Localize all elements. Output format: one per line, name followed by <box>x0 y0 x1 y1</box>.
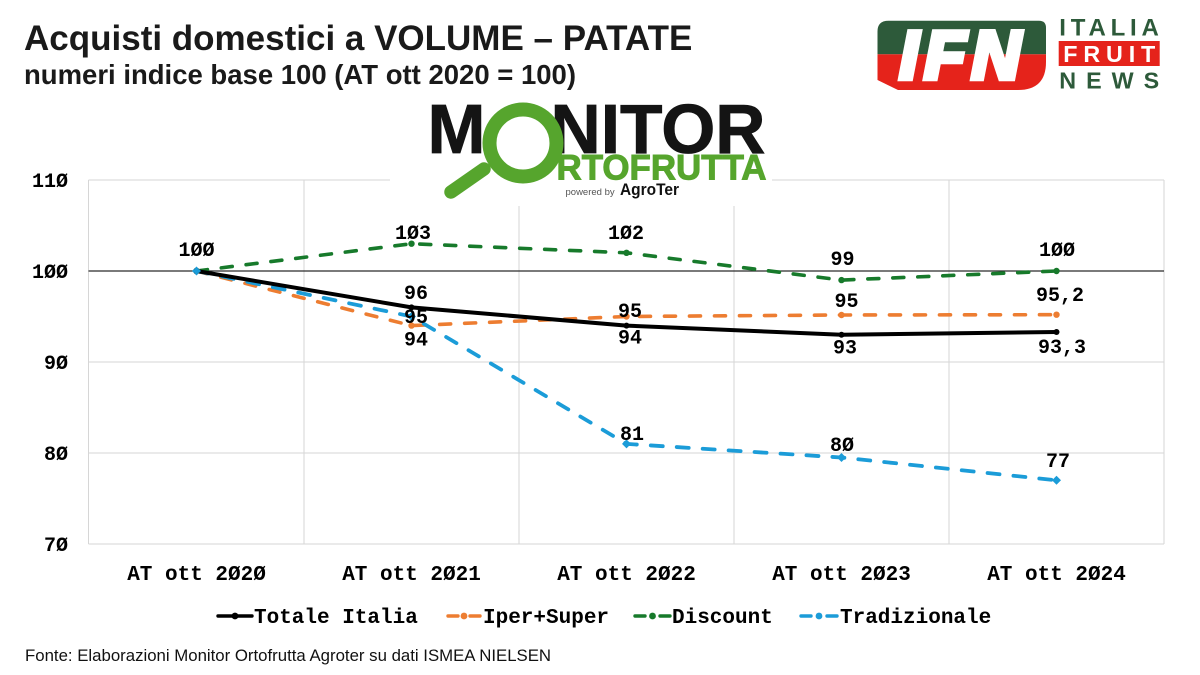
svg-text:9Ø: 9Ø <box>44 353 68 376</box>
svg-text:1ØØ: 1ØØ <box>178 240 214 263</box>
svg-text:Discount: Discount <box>672 607 773 630</box>
svg-text:95: 95 <box>404 307 428 330</box>
svg-text:96: 96 <box>404 283 428 306</box>
svg-text:Tradizionale: Tradizionale <box>840 607 991 630</box>
svg-text:94: 94 <box>404 330 428 353</box>
svg-text:8Ø: 8Ø <box>44 444 68 467</box>
svg-text:M: M <box>428 96 486 168</box>
svg-text:AgroTer: AgroTer <box>620 181 680 199</box>
svg-text:93,3: 93,3 <box>1038 337 1086 360</box>
svg-text:1Ø3: 1Ø3 <box>395 223 431 246</box>
svg-text:AT ott 2Ø2Ø: AT ott 2Ø2Ø <box>127 564 266 587</box>
svg-text:Totale Italia: Totale Italia <box>254 607 418 630</box>
svg-text:RTOFRUTTA: RTOFRUTTA <box>557 147 767 187</box>
svg-text:1ØØ: 1ØØ <box>1039 240 1075 263</box>
svg-text:81: 81 <box>620 424 644 447</box>
svg-text:AT ott 2Ø22: AT ott 2Ø22 <box>557 564 696 587</box>
svg-text:93: 93 <box>833 338 857 361</box>
svg-text:7Ø: 7Ø <box>44 535 68 558</box>
svg-text:95,2: 95,2 <box>1036 285 1084 308</box>
svg-text:AT ott 2Ø23: AT ott 2Ø23 <box>772 564 911 587</box>
svg-text:95: 95 <box>618 301 642 324</box>
svg-text:8Ø: 8Ø <box>830 435 854 458</box>
svg-text:95: 95 <box>834 291 858 314</box>
svg-text:94: 94 <box>618 328 642 351</box>
svg-text:11Ø: 11Ø <box>32 171 68 194</box>
svg-text:Iper+Super: Iper+Super <box>483 607 609 630</box>
svg-text:NEWS: NEWS <box>1059 68 1169 94</box>
svg-text:IFN: IFN <box>900 18 1027 94</box>
svg-text:99: 99 <box>830 249 854 272</box>
svg-text:77: 77 <box>1046 451 1070 474</box>
svg-text:1Ø2: 1Ø2 <box>608 223 644 246</box>
svg-text:FRUIT: FRUIT <box>1063 41 1161 67</box>
svg-text:NITOR: NITOR <box>551 96 766 168</box>
svg-text:ITALIA: ITALIA <box>1059 14 1163 41</box>
svg-text:1ØØ: 1ØØ <box>32 262 68 285</box>
svg-text:AT ott 2Ø21: AT ott 2Ø21 <box>342 564 481 587</box>
svg-text:powered by: powered by <box>566 187 615 198</box>
svg-text:AT ott 2Ø24: AT ott 2Ø24 <box>987 564 1126 587</box>
